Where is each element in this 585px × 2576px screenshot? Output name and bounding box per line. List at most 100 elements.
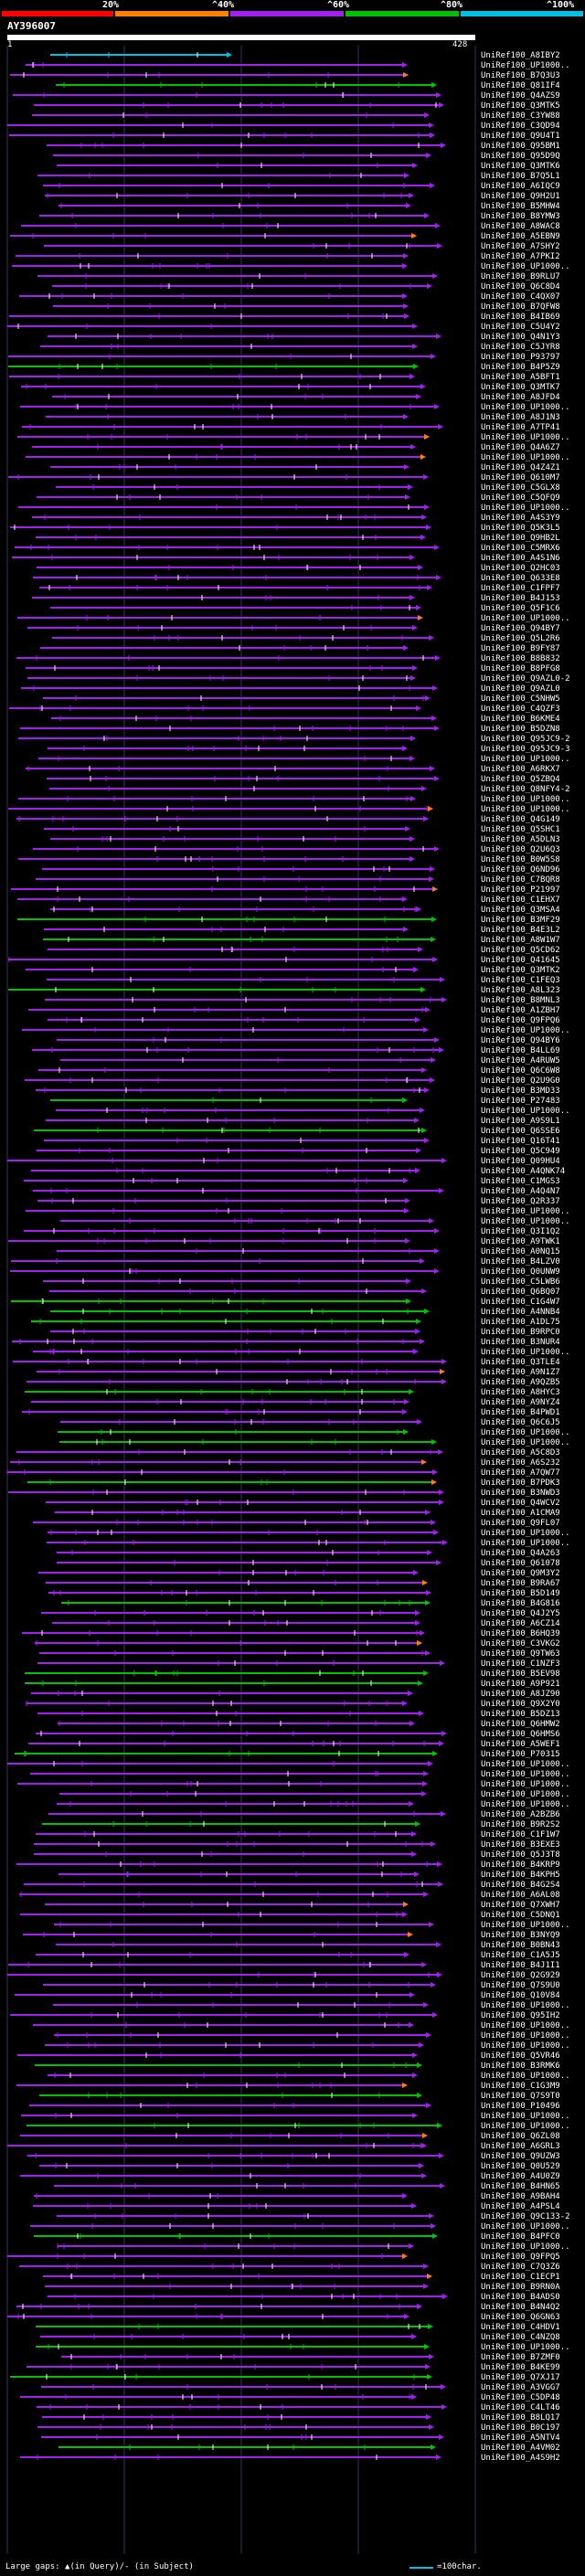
hit-label[interactable]: UniRef100_Q6BQ07 xyxy=(481,1288,560,1297)
hit-alignment[interactable] xyxy=(10,2012,438,2018)
hit-alignment[interactable] xyxy=(53,2002,429,2008)
hit-alignment[interactable] xyxy=(57,2213,434,2219)
hit-alignment[interactable] xyxy=(16,2304,422,2309)
hit-label[interactable]: UniRef100_A5C8D3 xyxy=(481,1448,560,1458)
hit-label[interactable]: UniRef100_B3MD33 xyxy=(481,1087,560,1096)
hit-alignment[interactable] xyxy=(17,896,408,902)
hit-alignment[interactable] xyxy=(6,1469,438,1475)
hit-label[interactable]: UniRef100_Q7XJ17 xyxy=(481,2373,560,2382)
hit-label[interactable]: UniRef100_Q9U4T1 xyxy=(481,132,560,141)
hit-alignment[interactable] xyxy=(50,605,421,610)
hit-alignment[interactable] xyxy=(41,2434,444,2440)
hit-label[interactable]: UniRef100_Q2G929 xyxy=(481,1971,560,1980)
hit-label[interactable]: UniRef100_A6RKX7 xyxy=(481,765,560,774)
hit-label[interactable]: UniRef100_Q41645 xyxy=(481,956,560,965)
hit-label[interactable]: UniRef100_C5LWB6 xyxy=(481,1277,560,1287)
hit-alignment[interactable] xyxy=(37,273,438,279)
hit-alignment[interactable] xyxy=(27,625,418,631)
hit-label[interactable]: UniRef100_Q3TLE4 xyxy=(481,1358,560,1367)
hit-alignment[interactable] xyxy=(26,967,419,972)
hit-alignment[interactable] xyxy=(45,193,414,198)
hit-alignment[interactable] xyxy=(37,1369,445,1374)
hit-label[interactable]: UniRef100_A9N1Z7 xyxy=(481,1368,560,1377)
hit-alignment[interactable] xyxy=(9,374,415,379)
hit-alignment[interactable] xyxy=(57,1550,432,1555)
hit-alignment[interactable] xyxy=(39,2163,424,2168)
hit-alignment[interactable] xyxy=(19,293,408,299)
hit-alignment[interactable] xyxy=(40,645,409,651)
hit-alignment[interactable] xyxy=(58,1429,409,1435)
hit-label[interactable]: UniRef100_A0NQ15 xyxy=(481,1247,560,1256)
hit-label[interactable]: UniRef100_A5DLN3 xyxy=(481,835,560,844)
hit-label[interactable]: UniRef100_C5U4Y2 xyxy=(481,323,560,332)
hit-alignment[interactable] xyxy=(36,2324,433,2329)
hit-label[interactable]: UniRef100_C1MGS3 xyxy=(481,1177,560,1186)
hit-alignment[interactable] xyxy=(60,1218,434,1224)
hit-label[interactable]: UniRef100_C4QX07 xyxy=(481,292,560,302)
hit-label[interactable]: UniRef100_UP1000.. xyxy=(481,453,570,462)
hit-alignment[interactable] xyxy=(8,1489,444,1495)
hit-alignment[interactable] xyxy=(15,545,440,550)
hit-alignment[interactable] xyxy=(7,323,418,329)
hit-label[interactable]: UniRef100_Q9AZL0 xyxy=(481,684,560,694)
hit-label[interactable]: UniRef100_Q4AZS9 xyxy=(481,91,560,101)
hit-label[interactable]: UniRef100_Q3MTK6 xyxy=(481,162,560,171)
hit-label[interactable]: UniRef100_Q2HC03 xyxy=(481,564,560,573)
hit-label[interactable]: UniRef100_UP1000.. xyxy=(481,1207,570,1216)
hit-label[interactable]: UniRef100_B4IB69 xyxy=(481,313,560,322)
hit-alignment[interactable] xyxy=(32,514,427,520)
hit-alignment[interactable] xyxy=(58,1721,415,1726)
hit-alignment[interactable] xyxy=(19,1892,429,1897)
hit-alignment[interactable] xyxy=(8,957,438,962)
hit-label[interactable]: UniRef100_Q94BY6 xyxy=(481,1036,560,1045)
hit-alignment[interactable] xyxy=(17,615,423,620)
hit-alignment[interactable] xyxy=(61,1600,431,1606)
hit-label[interactable]: UniRef100_B7ZMF0 xyxy=(481,2353,560,2362)
hit-alignment[interactable] xyxy=(8,364,419,369)
hit-label[interactable]: UniRef100_B4J1I1 xyxy=(481,1961,560,1970)
hit-alignment[interactable] xyxy=(37,1198,410,1203)
hit-label[interactable]: UniRef100_C1EHX7 xyxy=(481,896,560,905)
hit-alignment[interactable] xyxy=(49,786,427,791)
hit-label[interactable]: UniRef100_B5D149 xyxy=(481,1589,560,1598)
hit-alignment[interactable] xyxy=(50,464,410,470)
hit-alignment[interactable] xyxy=(44,1138,430,1143)
hit-label[interactable]: UniRef100_B9RA67 xyxy=(481,1579,560,1588)
hit-label[interactable]: UniRef100_C7BQR8 xyxy=(481,875,560,885)
hit-label[interactable]: UniRef100_UP1000.. xyxy=(481,1780,570,1789)
hit-alignment[interactable] xyxy=(58,2444,436,2450)
hit-alignment[interactable] xyxy=(33,575,441,580)
hit-label[interactable]: UniRef100_A7PKI2 xyxy=(481,252,560,261)
hit-alignment[interactable] xyxy=(34,1851,417,1857)
hit-alignment[interactable] xyxy=(45,997,447,1002)
hit-label[interactable]: UniRef100_UP1000.. xyxy=(481,61,570,70)
hit-alignment[interactable] xyxy=(48,1811,446,1817)
hit-alignment[interactable] xyxy=(52,635,434,641)
hit-label[interactable]: UniRef100_UP1000.. xyxy=(481,1921,570,1930)
hit-alignment[interactable] xyxy=(10,2374,432,2380)
hit-label[interactable]: UniRef100_P10496 xyxy=(481,2102,560,2111)
hit-label[interactable]: UniRef100_Q4J2Y5 xyxy=(481,1609,560,1618)
hit-alignment[interactable] xyxy=(36,1087,430,1093)
hit-alignment[interactable] xyxy=(27,2153,444,2158)
hit-alignment[interactable] xyxy=(30,2223,436,2229)
hit-alignment[interactable] xyxy=(50,836,415,842)
hit-alignment[interactable] xyxy=(7,2143,427,2148)
hit-alignment[interactable] xyxy=(25,1389,414,1394)
hit-alignment[interactable] xyxy=(7,1972,442,1977)
hit-alignment[interactable] xyxy=(8,354,436,359)
hit-alignment[interactable] xyxy=(11,1258,425,1264)
hit-alignment[interactable] xyxy=(36,1952,410,1957)
hit-alignment[interactable] xyxy=(48,746,408,751)
hit-label[interactable]: UniRef100_B3NYQ9 xyxy=(481,1931,560,1940)
hit-alignment[interactable] xyxy=(60,1419,422,1425)
hit-alignment[interactable] xyxy=(37,1660,445,1666)
hit-label[interactable]: UniRef100_Q5ZBQ4 xyxy=(481,775,560,784)
hit-label[interactable]: UniRef100_B4KPH5 xyxy=(481,1871,560,1880)
hit-alignment[interactable] xyxy=(36,1831,417,1837)
hit-alignment[interactable] xyxy=(26,1208,410,1214)
hit-label[interactable]: UniRef100_C7Q3Z6 xyxy=(481,2263,560,2272)
hit-label[interactable]: UniRef100_Q5L2R6 xyxy=(481,634,560,643)
hit-label[interactable]: UniRef100_P70315 xyxy=(481,1750,560,1759)
hit-label[interactable]: UniRef100_A4VM02 xyxy=(481,2443,560,2453)
